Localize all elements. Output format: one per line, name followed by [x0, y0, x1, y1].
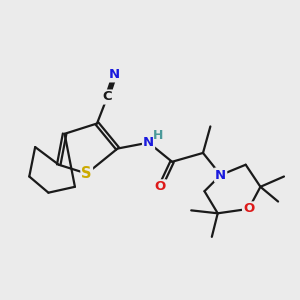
Text: S: S — [81, 166, 92, 181]
Text: O: O — [155, 180, 166, 193]
Text: O: O — [243, 202, 254, 215]
Text: N: N — [215, 169, 226, 182]
Text: H: H — [153, 129, 163, 142]
Text: N: N — [109, 68, 120, 81]
Text: N: N — [143, 136, 154, 149]
Text: C: C — [103, 91, 112, 103]
